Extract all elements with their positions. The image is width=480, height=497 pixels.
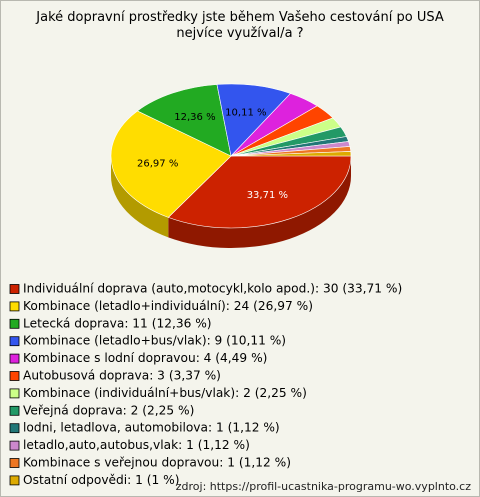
slice-side bbox=[111, 156, 169, 238]
legend-swatch bbox=[9, 405, 20, 416]
slice bbox=[110, 110, 232, 218]
legend-label: Kombinace s lodní dopravou: 4 (4,49 %) bbox=[23, 351, 267, 365]
legend-label: Kombinace (letadlo+bus/vlak): 9 (10,11 %… bbox=[23, 334, 286, 348]
legend-swatch bbox=[9, 388, 20, 399]
legend-swatch bbox=[9, 284, 20, 294]
legend-swatch bbox=[9, 353, 20, 364]
data-label: 10,11 % bbox=[225, 107, 266, 118]
legend-swatch bbox=[9, 371, 20, 381]
legend-label: Letecká doprava: 11 (12,36 %) bbox=[23, 316, 212, 330]
legend-swatch bbox=[9, 336, 20, 347]
legend-swatch bbox=[9, 458, 20, 468]
slice bbox=[230, 151, 352, 157]
legend-swatch bbox=[9, 440, 20, 451]
legend-label: Veřejná doprava: 2 (2,25 %) bbox=[23, 403, 194, 417]
slice bbox=[167, 155, 352, 229]
legend-swatch bbox=[9, 475, 20, 486]
legend-swatch bbox=[9, 423, 20, 434]
legend-swatch bbox=[9, 301, 20, 312]
data-label: 33,71 % bbox=[247, 190, 288, 201]
legend-label: Kombinace s veřejnou dopravou: 1 (1,12 %… bbox=[23, 456, 291, 470]
legend-label: letadlo,auto,autobus,vlak: 1 (1,12 %) bbox=[23, 438, 250, 452]
source: zdroj: https://profil-ucastnika-programu… bbox=[176, 480, 471, 493]
slice bbox=[216, 83, 292, 157]
legend-label: Kombinace (letadlo+individuální): 24 (26… bbox=[23, 299, 313, 313]
legend-label: lodni, letadlova, automobilova: 1 (1,12 … bbox=[23, 421, 280, 435]
slice-side bbox=[168, 156, 351, 249]
legend-label: Autobusová doprava: 3 (3,37 %) bbox=[23, 369, 221, 383]
legend-label: Kombinace (individuální+bus/vlak): 2 (2,… bbox=[23, 386, 307, 400]
slice bbox=[136, 84, 232, 157]
chart-title: Jaké dopravní prostředky jste během Vaše… bbox=[36, 10, 444, 41]
legend-swatch bbox=[9, 318, 20, 329]
legend-label: Individuální doprava (auto,motocykl,kolo… bbox=[23, 282, 402, 296]
legend-label: Ostatní odpovědi: 1 (1 %) bbox=[23, 473, 180, 487]
data-label: 26,97 % bbox=[137, 159, 178, 170]
data-label: 12,36 % bbox=[174, 112, 215, 123]
